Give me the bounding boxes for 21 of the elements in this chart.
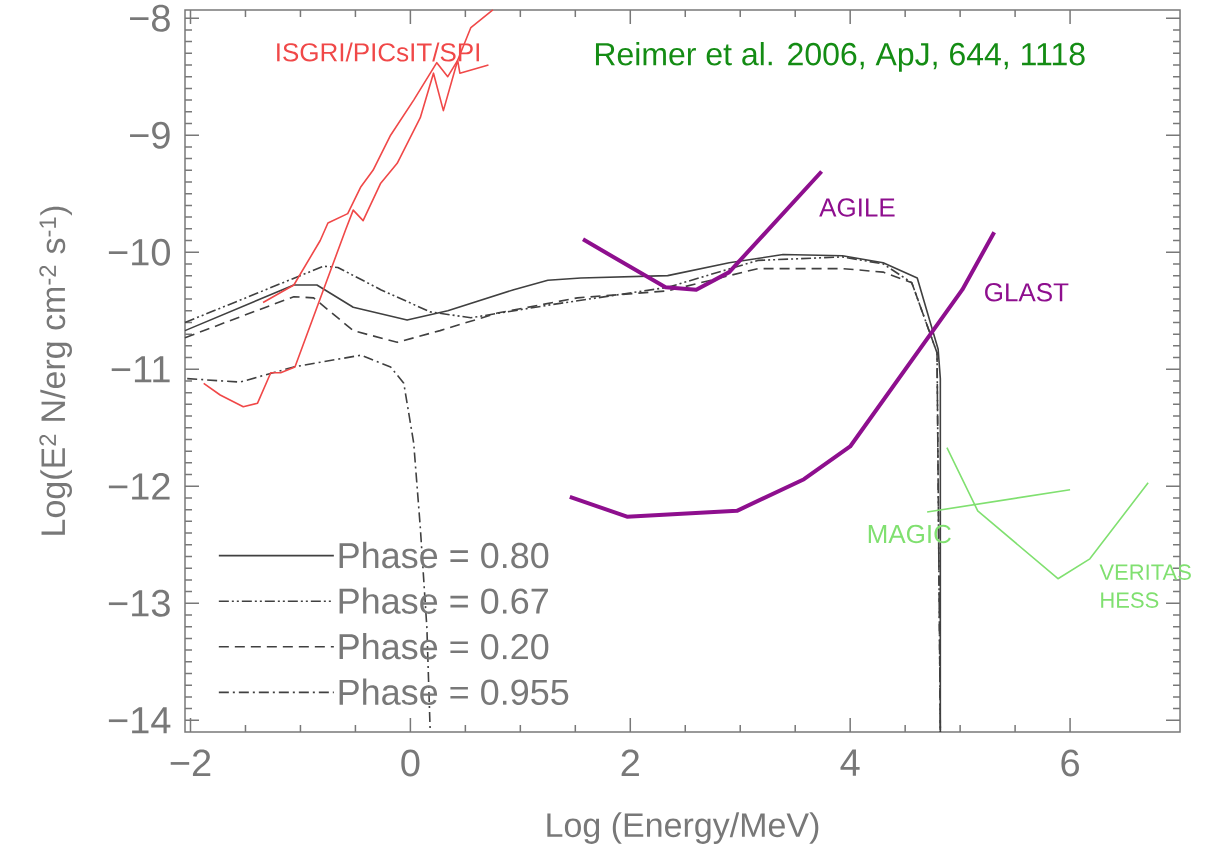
x-tick-label: −2 (170, 749, 211, 777)
y-tick-label: −14 (108, 707, 171, 734)
x-tick-label: 6 (1061, 749, 1079, 777)
y-axis-title: Log(E$^{2}$ N/erg cm$^{-2}$ s$^{-1}$) (39, 206, 72, 535)
x-tick-label: 0 (401, 749, 420, 777)
x-axis-title: Log (Energy/MeV) (547, 812, 819, 844)
y-tick-label: −12 (108, 473, 170, 500)
y-tick-label: −10 (108, 238, 170, 266)
y-tick-label: −11 (111, 356, 170, 383)
legend-label: Phase = 0.67 (339, 587, 548, 614)
legend-label: Phase = 0.955 (339, 678, 569, 706)
y-tick-label: −9 (130, 121, 170, 149)
series-label: AGILE (819, 198, 895, 217)
legend-label: Phase = 0.20 (339, 633, 549, 660)
x-tick-label: 2 (621, 749, 639, 777)
legend-label: Phase = 0.80 (339, 541, 549, 569)
x-tick-label: 4 (840, 749, 860, 776)
series-label: GLAST (985, 283, 1069, 302)
y-tick-label: −8 (130, 4, 170, 32)
annotation: Reimer et al. 2006, ApJ, 644, 1118 (595, 42, 1085, 72)
y-tick-label: −13 (108, 589, 170, 617)
